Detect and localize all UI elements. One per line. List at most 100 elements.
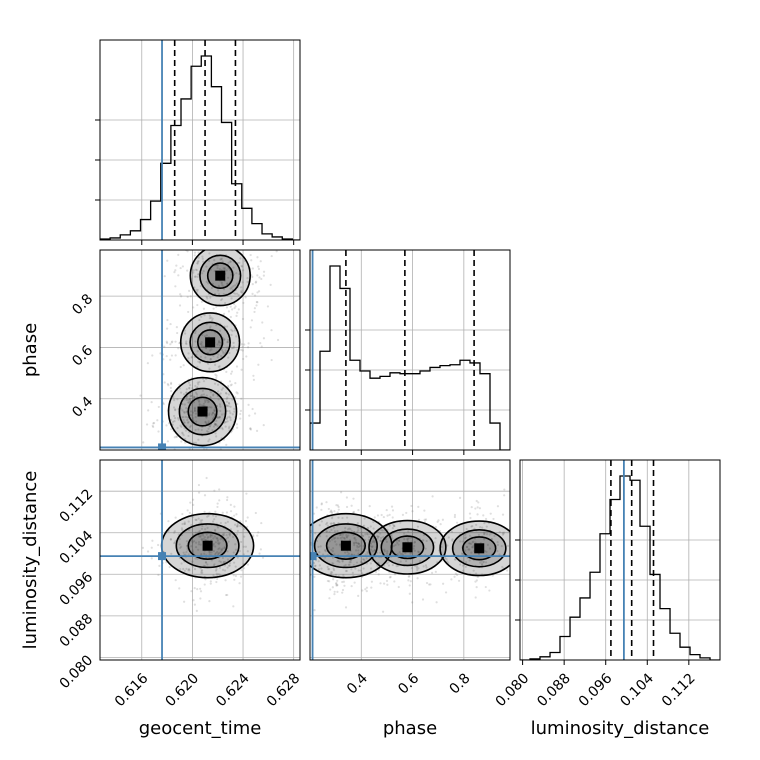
scatter-point bbox=[480, 560, 483, 563]
scatter-point bbox=[532, 518, 534, 520]
scatter-point bbox=[240, 540, 243, 544]
scatter-point bbox=[397, 543, 400, 546]
scatter-point bbox=[269, 283, 272, 286]
scatter-point bbox=[365, 532, 369, 535]
scatter-point bbox=[165, 327, 169, 330]
scatter-point bbox=[203, 346, 206, 349]
scatter-point bbox=[195, 288, 198, 291]
scatter-point bbox=[444, 591, 448, 594]
scatter-point bbox=[359, 527, 362, 530]
scatter-point bbox=[212, 564, 216, 567]
scatter-point bbox=[194, 384, 197, 388]
scatter-point bbox=[335, 504, 338, 507]
scatter-point bbox=[491, 574, 494, 577]
scatter-point bbox=[223, 312, 226, 315]
scatter-point bbox=[217, 341, 220, 344]
scatter-point bbox=[483, 522, 486, 525]
scatter-point bbox=[228, 415, 231, 418]
scatter-point bbox=[185, 567, 188, 570]
scatter-point bbox=[391, 527, 394, 530]
scatter-point bbox=[176, 331, 179, 335]
scatter-point bbox=[484, 585, 487, 589]
scatter-point bbox=[175, 326, 178, 329]
scatter-point bbox=[173, 531, 176, 534]
scatter-point bbox=[226, 325, 229, 328]
scatter-point bbox=[202, 537, 205, 540]
scatter-point bbox=[437, 519, 440, 522]
scatter-point bbox=[514, 531, 516, 533]
scatter-point bbox=[517, 505, 519, 507]
scatter-point bbox=[227, 564, 231, 567]
scatter-point bbox=[401, 513, 405, 516]
scatter-point bbox=[240, 569, 243, 572]
scatter-point bbox=[474, 580, 477, 583]
scatter-point bbox=[450, 530, 454, 533]
scatter-point bbox=[184, 553, 187, 556]
scatter-point bbox=[202, 307, 206, 310]
scatter-point bbox=[200, 341, 203, 344]
scatter-point bbox=[255, 304, 258, 307]
scatter-point bbox=[215, 580, 218, 584]
scatter-point bbox=[447, 536, 450, 539]
scatter-point bbox=[194, 268, 198, 271]
scatter-point bbox=[313, 609, 316, 612]
scatter-point bbox=[243, 535, 246, 538]
scatter-point bbox=[461, 552, 464, 555]
scatter-point bbox=[334, 573, 338, 576]
scatter-point bbox=[173, 541, 177, 544]
scatter-point bbox=[218, 341, 221, 344]
density-peak bbox=[340, 540, 351, 551]
scatter-point bbox=[166, 440, 170, 443]
scatter-point bbox=[196, 588, 199, 591]
scatter-point bbox=[240, 264, 243, 267]
scatter-point bbox=[200, 315, 203, 318]
scatter-point bbox=[362, 567, 365, 570]
scatter-point bbox=[212, 574, 215, 577]
scatter-point bbox=[235, 272, 238, 275]
scatter-point bbox=[165, 424, 168, 427]
scatter-point bbox=[313, 575, 316, 578]
scatter-point bbox=[224, 391, 228, 395]
scatter-point bbox=[431, 495, 434, 498]
scatter-point bbox=[461, 552, 464, 556]
scatter-point bbox=[239, 524, 242, 527]
scatter-point bbox=[383, 582, 386, 585]
scatter-point bbox=[442, 582, 445, 585]
scatter-point bbox=[256, 256, 259, 259]
scatter-point bbox=[386, 583, 389, 586]
scatter-point bbox=[208, 259, 211, 263]
scatter-point bbox=[327, 507, 330, 511]
scatter-point bbox=[192, 401, 196, 404]
scatter-point bbox=[189, 410, 193, 413]
scatter-point bbox=[217, 552, 221, 555]
scatter-point bbox=[314, 564, 317, 567]
scatter-point bbox=[172, 399, 176, 402]
scatter-point bbox=[228, 564, 231, 567]
scatter-point bbox=[306, 550, 308, 552]
scatter-point bbox=[331, 550, 334, 553]
scatter-point bbox=[223, 268, 226, 271]
scatter-point bbox=[193, 275, 197, 278]
scatter-point bbox=[480, 562, 483, 565]
scatter-point bbox=[218, 547, 221, 550]
scatter-point bbox=[174, 409, 177, 412]
scatter-point bbox=[227, 393, 230, 396]
scatter-point bbox=[167, 384, 170, 387]
scatter-point bbox=[456, 573, 459, 576]
scatter-point bbox=[332, 522, 335, 525]
scatter-point bbox=[182, 434, 185, 437]
scatter-point bbox=[321, 553, 325, 556]
scatter-point bbox=[220, 282, 223, 285]
scatter-point bbox=[262, 337, 266, 340]
scatter-point bbox=[232, 535, 235, 539]
scatter-point bbox=[209, 582, 212, 585]
tick-label-y: 0.096 bbox=[57, 569, 97, 609]
scatter-point bbox=[464, 549, 467, 552]
scatter-point bbox=[202, 260, 205, 263]
scatter-point bbox=[390, 533, 393, 536]
scatter-point bbox=[194, 340, 197, 343]
scatter-point bbox=[227, 427, 231, 430]
scatter-point bbox=[356, 530, 359, 534]
scatter-point bbox=[236, 392, 239, 395]
